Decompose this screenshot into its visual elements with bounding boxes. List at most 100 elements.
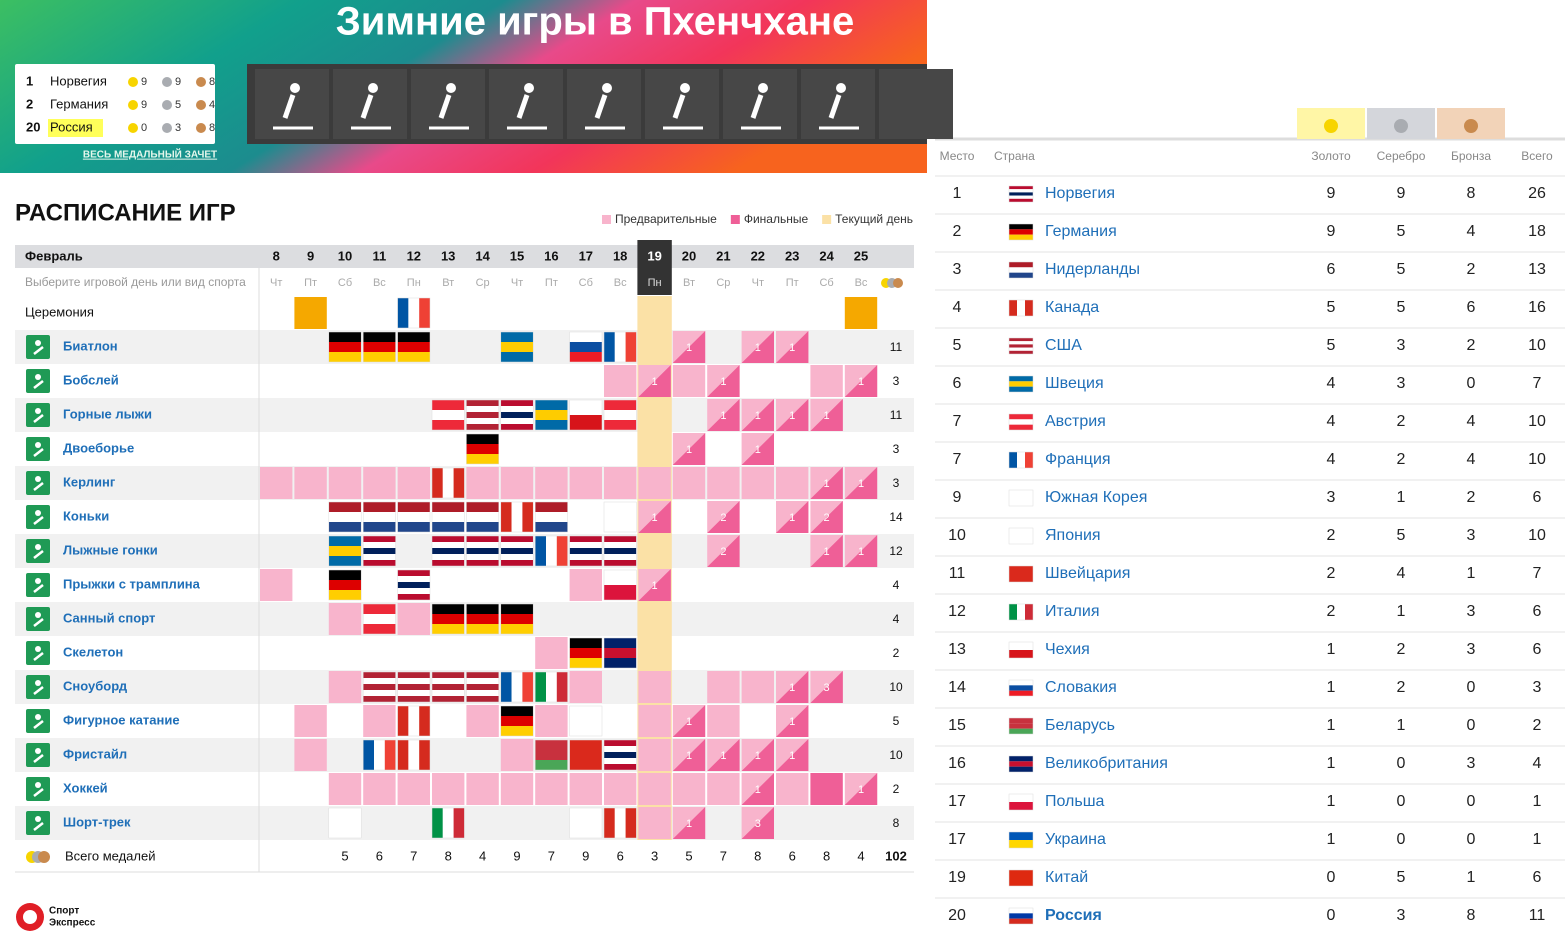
sport-name[interactable]: Коньки — [63, 508, 109, 523]
day[interactable]: 17 — [579, 248, 593, 263]
day[interactable]: 15 — [510, 248, 524, 263]
country[interactable]: Китай — [1045, 869, 1088, 886]
event-cell[interactable] — [604, 365, 637, 397]
all-medals-link[interactable]: ВЕСЬ МЕДАЛЬНЫЙ ЗАЧЕТ — [83, 148, 217, 161]
country[interactable]: Словакия — [1045, 679, 1117, 696]
sport-name[interactable]: Сноуборд — [63, 678, 128, 693]
sport-name[interactable]: Бобслей — [63, 372, 119, 387]
day[interactable]: 9 — [307, 248, 314, 263]
event-cell[interactable] — [844, 297, 878, 329]
sport-name[interactable]: Горные лыжи — [63, 406, 152, 421]
sport-name[interactable]: Лыжные гонки — [63, 542, 158, 557]
event-cell[interactable] — [535, 705, 568, 737]
country[interactable]: Швеция — [1045, 375, 1104, 392]
day[interactable]: 14 — [475, 248, 490, 263]
country[interactable]: Россия — [1045, 907, 1102, 924]
day[interactable]: 11 — [373, 248, 387, 263]
event-cell[interactable] — [363, 705, 396, 737]
country[interactable]: Великобритания — [1045, 755, 1168, 772]
country[interactable]: США — [1045, 337, 1082, 354]
event-cell[interactable] — [500, 739, 534, 771]
country[interactable]: Украина — [1045, 831, 1106, 848]
event-cell[interactable] — [535, 467, 568, 499]
event-cell[interactable] — [397, 603, 430, 635]
country[interactable]: Южная Корея — [1045, 489, 1147, 506]
day[interactable]: 23 — [785, 248, 799, 263]
event-cell[interactable] — [328, 467, 362, 499]
event-cell[interactable] — [741, 671, 774, 703]
event-cell[interactable] — [672, 467, 706, 499]
country[interactable]: Канада — [1045, 299, 1099, 316]
event-cell[interactable] — [810, 365, 843, 397]
event-cell[interactable] — [535, 637, 568, 669]
event-cell[interactable] — [569, 671, 602, 703]
event-cell[interactable] — [328, 603, 362, 635]
event-cell[interactable] — [294, 739, 327, 771]
country[interactable]: Германия — [1045, 223, 1117, 240]
event-cell[interactable] — [500, 773, 534, 805]
event-cell[interactable] — [776, 467, 809, 499]
day[interactable]: 19 — [647, 248, 661, 263]
day[interactable]: 20 — [682, 248, 696, 263]
sport-name[interactable]: Фигурное катание — [63, 712, 180, 727]
sport-name[interactable]: Санный спорт — [63, 610, 155, 625]
event-cell[interactable] — [638, 807, 671, 839]
event-cell[interactable] — [638, 739, 671, 771]
event-cell[interactable] — [328, 773, 362, 805]
event-cell[interactable] — [535, 773, 568, 805]
country[interactable]: Швейцария — [1045, 565, 1130, 582]
event-cell[interactable] — [672, 365, 706, 397]
day[interactable]: 8 — [273, 248, 280, 263]
event-cell[interactable] — [638, 705, 671, 737]
event-cell[interactable] — [466, 705, 499, 737]
event-cell[interactable] — [363, 467, 396, 499]
event-cell[interactable] — [397, 467, 430, 499]
event-cell[interactable] — [638, 467, 671, 499]
event-cell[interactable] — [707, 467, 740, 499]
day[interactable]: 13 — [441, 248, 455, 263]
country[interactable]: Беларусь — [1045, 717, 1115, 734]
event-cell[interactable] — [569, 569, 602, 601]
country[interactable]: Италия — [1045, 603, 1099, 620]
sport-name[interactable]: Керлинг — [63, 474, 116, 489]
day[interactable]: 12 — [407, 248, 421, 263]
event-cell[interactable] — [466, 467, 499, 499]
sport-name[interactable]: Скелетон — [63, 644, 123, 659]
day[interactable]: 24 — [819, 248, 834, 263]
event-cell[interactable] — [569, 467, 602, 499]
event-cell[interactable] — [604, 773, 637, 805]
country[interactable]: Австрия — [1045, 413, 1106, 430]
event-cell[interactable] — [672, 773, 706, 805]
event-cell[interactable] — [741, 467, 774, 499]
event-cell[interactable] — [260, 467, 293, 499]
event-cell[interactable] — [500, 467, 534, 499]
country[interactable]: Япония — [1045, 527, 1101, 544]
event-cell[interactable] — [638, 773, 671, 805]
day[interactable]: 22 — [751, 248, 765, 263]
sport-name[interactable]: Биатлон — [63, 338, 118, 353]
sport-name[interactable]: Шорт-трек — [63, 814, 131, 829]
sport-name[interactable]: Прыжки с трамплина — [63, 576, 201, 591]
event-cell[interactable] — [260, 569, 293, 601]
event-cell[interactable] — [466, 773, 499, 805]
event-cell[interactable] — [604, 467, 637, 499]
event-cell[interactable] — [363, 773, 396, 805]
day[interactable]: 10 — [338, 248, 352, 263]
day[interactable]: 18 — [613, 248, 627, 263]
event-cell[interactable] — [810, 773, 843, 805]
event-cell[interactable] — [294, 467, 327, 499]
country[interactable]: Норвегия — [1045, 185, 1115, 202]
sport-name[interactable]: Хоккей — [63, 780, 108, 795]
event-cell[interactable] — [707, 773, 740, 805]
day[interactable]: 16 — [544, 248, 558, 263]
event-cell[interactable] — [707, 705, 740, 737]
event-cell[interactable] — [707, 671, 740, 703]
event-cell[interactable] — [569, 773, 602, 805]
day[interactable]: 21 — [716, 248, 730, 263]
country[interactable]: Чехия — [1045, 641, 1090, 658]
event-cell[interactable] — [328, 671, 362, 703]
sport-name[interactable]: Фристайл — [63, 746, 127, 761]
event-cell[interactable] — [397, 773, 430, 805]
event-cell[interactable] — [432, 773, 465, 805]
country[interactable]: Польша — [1045, 793, 1105, 810]
